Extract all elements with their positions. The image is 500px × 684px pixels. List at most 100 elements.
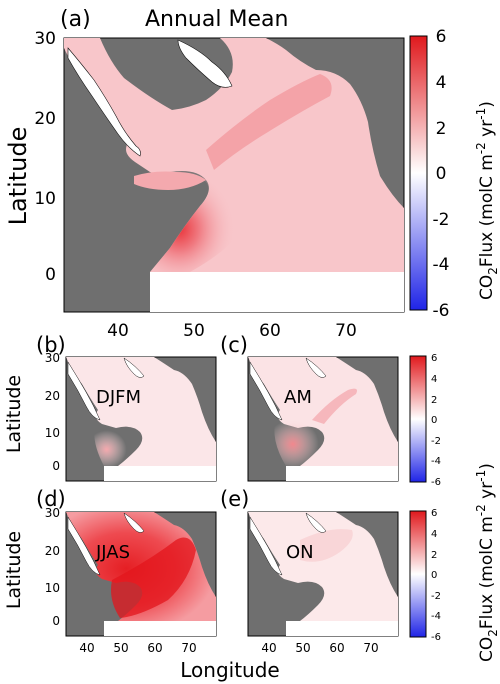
panel-e-letter: (e) [220, 487, 249, 511]
panel-c: (c) AM 6 4 2 0 -2 -4 -6 [220, 333, 441, 488]
panel-c-red-sea [249, 361, 283, 421]
cbar-tick: 6 [431, 508, 437, 519]
tick-label: 20 [45, 389, 60, 403]
panel-a-hotspot [150, 158, 255, 272]
panel-b-persian-gulf [123, 357, 145, 378]
panel-d-core [111, 537, 196, 618]
tick-label: 30 [45, 506, 60, 520]
tick-label: 50 [113, 641, 128, 655]
cbar-tick: 6 [431, 353, 437, 364]
tick-label: 20 [34, 109, 56, 129]
panel-a-letter: (a) [60, 7, 91, 32]
panel-e-persian-gulf [305, 512, 327, 533]
tick-label: 70 [363, 641, 378, 655]
panel-e-nodata [286, 621, 398, 636]
panel-d-red-sea [67, 516, 101, 576]
panel-c-persian-gulf [305, 357, 327, 378]
panel-c-plume [312, 388, 357, 424]
panel-e-season: ON [286, 542, 314, 563]
panel-c-season: AM [284, 387, 312, 408]
panel-d-xticks: 40 50 60 70 [79, 641, 196, 655]
cbar-tick: 4 [436, 73, 447, 93]
panel-a-persian-gulf [177, 39, 233, 88]
tick-label: 20 [45, 544, 60, 558]
panel-b-nodata [104, 466, 216, 481]
cbar-tick: -2 [433, 210, 450, 230]
panel-d-season: JJAS [95, 542, 130, 563]
colorbar-top-ticks: 6 4 2 0 -2 -4 -6 [431, 353, 441, 488]
panel-a-nodata [150, 272, 404, 312]
panel-a-red-sea [67, 47, 141, 157]
cbar-tick: 6 [436, 27, 447, 47]
panel-e-ocean [248, 512, 398, 621]
panel-e: (e) ON 40 50 60 70 6 4 2 0 -2 -4 -6 CO2F… [220, 463, 500, 662]
panel-b-ylabel: Latitude [3, 375, 25, 453]
cbar-tick: 2 [431, 395, 437, 406]
cbar-tick: -2 [431, 436, 441, 447]
panel-a-ylabel: Latitude [4, 127, 32, 226]
tick-label: 60 [259, 321, 281, 341]
panel-d-nodata [104, 621, 216, 636]
cbar-tick: -4 [431, 611, 441, 622]
cbar-tick: -6 [433, 301, 450, 321]
panel-e-red-sea [249, 516, 283, 576]
cbar-tick: -6 [431, 477, 441, 488]
panel-d-persian-gulf [123, 512, 145, 533]
cbar-tick: 2 [436, 119, 447, 139]
cbar-tick: 4 [431, 374, 437, 385]
tick-label: 40 [79, 641, 94, 655]
tick-label: 40 [107, 321, 129, 341]
tick-label: 10 [45, 581, 60, 595]
panel-d-yticks: 30 20 10 0 [45, 506, 60, 628]
panel-c-nodata [286, 466, 398, 481]
panel-c-tint [274, 411, 332, 466]
tick-label: 30 [45, 351, 60, 365]
tick-label: 70 [181, 641, 196, 655]
x-axis-label: Longitude [180, 658, 279, 682]
cbar-tick: -6 [431, 632, 441, 643]
panel-e-tint [300, 529, 353, 562]
panel-c-letter: (c) [220, 333, 248, 357]
panel-a-xticks: 40 50 60 70 [107, 321, 357, 341]
cbar-tick: -2 [431, 591, 441, 602]
panel-b-tint [94, 418, 144, 466]
tick-label: 60 [147, 641, 162, 655]
panel-b-yticks: 30 20 10 0 [45, 351, 60, 473]
panel-e-xticks: 40 50 60 70 [261, 641, 378, 655]
panel-b-red-sea [67, 361, 101, 421]
colorbar-a [409, 35, 428, 311]
cbar-tick: 2 [431, 550, 437, 561]
tick-label: 50 [183, 321, 205, 341]
panel-d-ylabel: Latitude [3, 531, 25, 609]
tick-label: 0 [52, 614, 60, 628]
cbar-tick: 0 [436, 164, 447, 184]
tick-label: 0 [45, 265, 56, 285]
panel-a-title: Annual Mean [145, 7, 288, 32]
tick-label: 50 [295, 641, 310, 655]
colorbar-top [409, 355, 427, 483]
tick-label: 30 [34, 29, 56, 49]
cbar-tick: 4 [431, 529, 437, 540]
colorbar-bottom-label: CO2Flux (molC m-2 yr-1) [474, 463, 500, 662]
cbar-tick: 0 [431, 570, 437, 581]
cbar-tick: 0 [431, 415, 437, 426]
colorbar-bottom [409, 510, 427, 638]
tick-label: 10 [34, 189, 56, 209]
tick-label: 60 [329, 641, 344, 655]
panel-b-ocean [66, 357, 216, 466]
panel-a-yticks: 30 20 10 0 [34, 29, 56, 285]
tick-label: 10 [45, 426, 60, 440]
colorbar-a-ticks: 6 4 2 0 -2 -4 -6 [433, 27, 450, 321]
panel-a-arabian-plume [206, 74, 332, 170]
panel-b: (b) DJFM 30 20 10 0 Latitude [3, 333, 217, 482]
panel-a-gulf-aden [134, 171, 206, 190]
panel-b-season: DJFM [96, 387, 141, 408]
tick-label: 40 [261, 641, 276, 655]
colorbar-bottom-ticks: 6 4 2 0 -2 -4 -6 [431, 508, 441, 643]
colorbar-a-label: CO2Flux (molC m-2 yr-1) [474, 101, 500, 300]
panel-a: (a) Annual Mean 30 20 10 0 40 50 60 70 L… [4, 7, 500, 341]
cbar-tick: -4 [431, 456, 441, 467]
panel-d: (d) JJAS 30 20 10 0 40 50 60 70 Latitude [3, 487, 217, 655]
cbar-tick: -4 [433, 255, 450, 275]
